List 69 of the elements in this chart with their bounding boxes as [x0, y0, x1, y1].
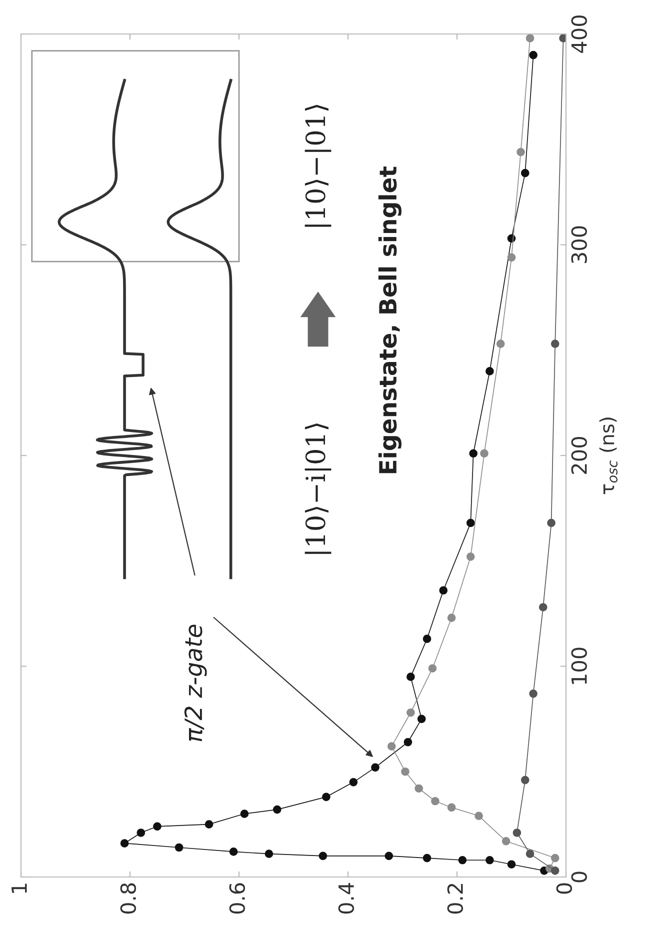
point — [529, 50, 538, 60]
y-tick-label: 100 — [571, 648, 587, 684]
point — [550, 340, 560, 348]
point — [520, 776, 530, 784]
y-axis-title: τ$_{osc}$ (ns) — [599, 418, 618, 494]
point — [174, 843, 184, 852]
point — [550, 866, 560, 875]
point — [486, 367, 494, 376]
point — [507, 253, 516, 262]
y-tick-label: 200 — [571, 437, 587, 474]
point — [417, 714, 426, 724]
x-tick-label: 0.4 — [338, 883, 354, 914]
point — [204, 820, 214, 828]
annotation: |10⟩−|01⟩ — [304, 104, 332, 227]
x-tick-label: 1 — [12, 884, 27, 893]
point — [136, 828, 146, 837]
point — [480, 449, 488, 458]
point — [387, 742, 396, 750]
point — [404, 738, 412, 746]
point — [502, 837, 510, 846]
point — [153, 822, 162, 831]
annotation: |10⟩−i|01⟩ — [304, 424, 332, 554]
point — [439, 586, 448, 595]
point — [526, 34, 534, 42]
y-tick-label: 300 — [571, 226, 587, 264]
point — [526, 850, 534, 858]
point — [431, 796, 440, 806]
point — [272, 805, 282, 814]
point — [229, 848, 238, 856]
point — [414, 784, 424, 793]
point — [466, 518, 475, 528]
point — [406, 708, 415, 717]
annotation: π/2 z-gate — [184, 624, 207, 742]
point — [520, 168, 530, 178]
point — [240, 810, 249, 818]
point — [120, 839, 129, 848]
point — [529, 689, 538, 698]
point — [401, 767, 410, 776]
x-tick-label: 0 — [556, 883, 572, 894]
point — [447, 803, 456, 812]
point — [428, 664, 437, 673]
point — [507, 860, 516, 869]
x-tick-label: 0.6 — [229, 883, 246, 914]
point — [264, 850, 274, 858]
point — [422, 634, 432, 644]
point — [371, 763, 380, 772]
point — [349, 778, 358, 786]
point — [474, 812, 483, 820]
point — [406, 672, 415, 681]
point — [322, 792, 330, 802]
point — [547, 518, 556, 528]
point — [318, 852, 328, 860]
point — [550, 854, 560, 862]
x-tick-label: 0.2 — [447, 884, 464, 914]
y-tick-label: 400 — [571, 16, 587, 53]
point — [516, 148, 525, 156]
point — [447, 614, 456, 622]
annotation: Eigenstate, Bell singlet — [378, 166, 402, 474]
point — [512, 828, 522, 837]
point — [458, 856, 467, 864]
point — [422, 854, 432, 862]
point — [466, 552, 475, 561]
point — [384, 852, 394, 860]
point — [538, 603, 548, 612]
point — [469, 449, 478, 458]
point — [496, 340, 505, 348]
x-tick-label: 0.8 — [120, 883, 136, 914]
point — [486, 856, 494, 864]
y-tick-label: 0 — [571, 872, 587, 882]
